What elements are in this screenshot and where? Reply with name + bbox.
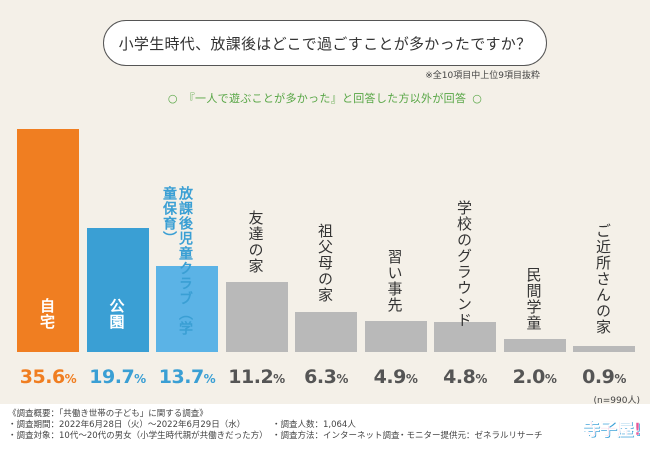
bar-7 (434, 321, 496, 352)
value-label-8: 2.0% (512, 366, 557, 388)
bar-8 (503, 339, 566, 352)
survey-target: ・調査対象：10代～20代の男女（小学生時代親が共働きだった方） (8, 431, 268, 441)
category-label-8: 民間学童 (524, 267, 543, 332)
bar-1 (17, 128, 79, 352)
logo-text: 寺子屋! (582, 419, 642, 440)
category-label-7: 学校のグラウンド (455, 200, 473, 328)
bar-5 (295, 312, 357, 352)
excerpt-note: ※全10項目中上位9項目抜粋 (425, 71, 540, 81)
bar-4 (225, 281, 288, 352)
respondent-condition: ○ 『一人で遊ぶことが多かった』と回答した方以外が回答 ○ (0, 90, 650, 106)
question-title-box: 小学生時代、放課後はどこで過ごすことが多かったですか？ (103, 20, 547, 66)
survey-count: ・調査人数：1,064人 (272, 420, 356, 430)
bar-9 (573, 346, 635, 352)
terakoya-logo: 寺子屋! (582, 410, 642, 444)
category-label-5: 祖父母の家 (316, 223, 334, 304)
category-label-3: 放課後児童クラブ（学童保育） (161, 186, 193, 336)
value-label-2: 19.7% (89, 366, 146, 388)
category-label-2: 公園 (107, 298, 126, 330)
value-label-5: 6.3% (304, 366, 348, 388)
survey-footer: 《調査概要：「共働き世帯の子ども」に関する調査》 ・調査期間：2022年6月28… (0, 404, 650, 450)
bar-6 (364, 321, 427, 352)
bullet-right-icon: ○ (472, 92, 483, 105)
value-label-6: 4.9% (373, 366, 418, 388)
survey-method: ・調査方法：インターネット調査 (272, 431, 400, 441)
value-label-4: 11.2% (228, 366, 285, 388)
bar-3 (156, 265, 218, 352)
category-label-6: 習い事先 (385, 249, 404, 314)
value-label-3: 13.7% (158, 366, 216, 388)
bullet-left-icon: ○ (167, 92, 178, 105)
survey-title: 《調査概要：「共働き世帯の子ども」に関する調査》 (8, 409, 208, 419)
survey-period: ・調査期間：2022年6月28日（火）～2022年6月29日（水） (8, 420, 246, 430)
bar-2 (86, 228, 149, 352)
value-label-1: 35.6% (19, 366, 77, 388)
survey-provider: ・モニター提供元：ゼネラルリサーチ (398, 431, 543, 441)
value-label-7: 4.8% (443, 366, 487, 388)
category-label-1: 自宅 (38, 298, 56, 330)
sample-size-note: (n=990人) (593, 396, 640, 406)
question-title: 小学生時代、放課後はどこで過ごすことが多かったですか？ (118, 34, 532, 53)
respondent-condition-text: 『一人で遊ぶことが多かった』と回答した方以外が回答 (183, 92, 467, 105)
value-label-9: 0.9% (582, 366, 626, 388)
category-label-4: 友達の家 (246, 209, 265, 274)
category-label-9: ご近所さんの家 (594, 223, 612, 336)
